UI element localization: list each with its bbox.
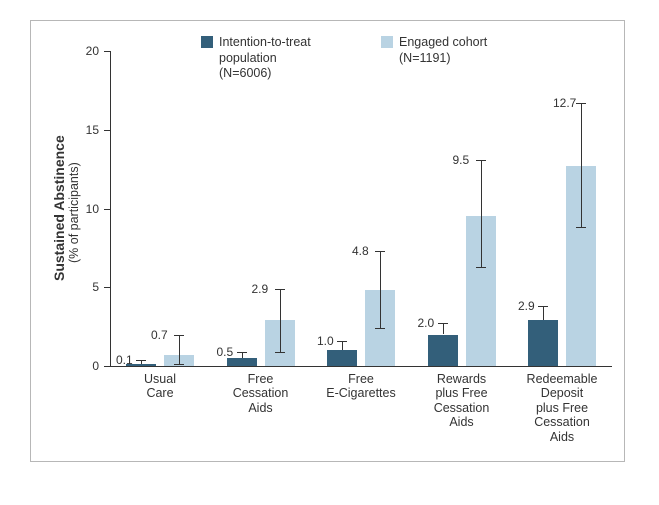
y-tick (104, 287, 110, 288)
legend-swatch (381, 36, 393, 48)
bar-value-label: 0.1 (116, 353, 133, 367)
category-label: UsualCare (114, 372, 206, 401)
errorcap (576, 227, 586, 228)
errorbar (179, 335, 180, 365)
category-label: RedeemableDepositplus FreeCessationAids (516, 372, 608, 444)
errorcap (538, 306, 548, 307)
errorbar (543, 306, 544, 320)
bar-value-label: 1.0 (317, 334, 334, 348)
legend-label: Engaged cohort(N=1191) (399, 35, 487, 66)
errorcap (237, 352, 247, 353)
category-label: Rewardsplus FreeCessationAids (416, 372, 508, 430)
bar-value-label: 9.5 (453, 153, 470, 167)
errorcap (375, 251, 385, 252)
y-axis-subtitle: (% of participants) (67, 162, 81, 263)
y-tick-label: 20 (69, 44, 99, 58)
y-axis (110, 51, 111, 366)
chart-frame: 05101520Sustained Abstinence(% of partic… (30, 20, 625, 462)
errorbar (581, 103, 582, 227)
errorcap (337, 341, 347, 342)
category-label: FreeE-Cigarettes (315, 372, 407, 401)
x-axis (110, 366, 612, 367)
y-tick-label: 5 (69, 280, 99, 294)
y-tick (104, 209, 110, 210)
errorcap (174, 364, 184, 365)
errorcap (576, 103, 586, 104)
y-tick-label: 0 (69, 359, 99, 373)
y-tick-label: 15 (69, 123, 99, 137)
bar-itt (327, 350, 357, 366)
y-tick (104, 51, 110, 52)
bar-itt (528, 320, 558, 366)
bar-itt (428, 335, 458, 367)
bar-value-label: 2.0 (418, 316, 435, 330)
bar-itt (227, 358, 257, 366)
y-tick (104, 130, 110, 131)
bar-value-label: 2.9 (252, 282, 269, 296)
bar-value-label: 4.8 (352, 244, 369, 258)
errorbar (443, 323, 444, 334)
errorbar (342, 341, 343, 350)
errorbar (481, 160, 482, 267)
errorcap (438, 323, 448, 324)
legend-label: Intention-to-treatpopulation(N=6006) (219, 35, 311, 82)
y-tick (104, 366, 110, 367)
errorcap (476, 267, 486, 268)
errorbar (380, 251, 381, 328)
category-label: FreeCessationAids (215, 372, 307, 415)
bar-value-label: 0.5 (217, 345, 234, 359)
errorcap (275, 352, 285, 353)
legend-swatch (201, 36, 213, 48)
bar-value-label: 2.9 (518, 299, 535, 313)
chart-stage: 05101520Sustained Abstinence(% of partic… (0, 0, 659, 505)
errorcap (275, 289, 285, 290)
errorcap (136, 360, 146, 361)
bar-value-label: 12.7 (553, 96, 576, 110)
bar-value-label: 0.7 (151, 328, 168, 342)
errorbar (280, 289, 281, 352)
errorcap (375, 328, 385, 329)
errorcap (476, 160, 486, 161)
errorcap (174, 335, 184, 336)
y-axis-title: Sustained Abstinence (51, 135, 67, 281)
